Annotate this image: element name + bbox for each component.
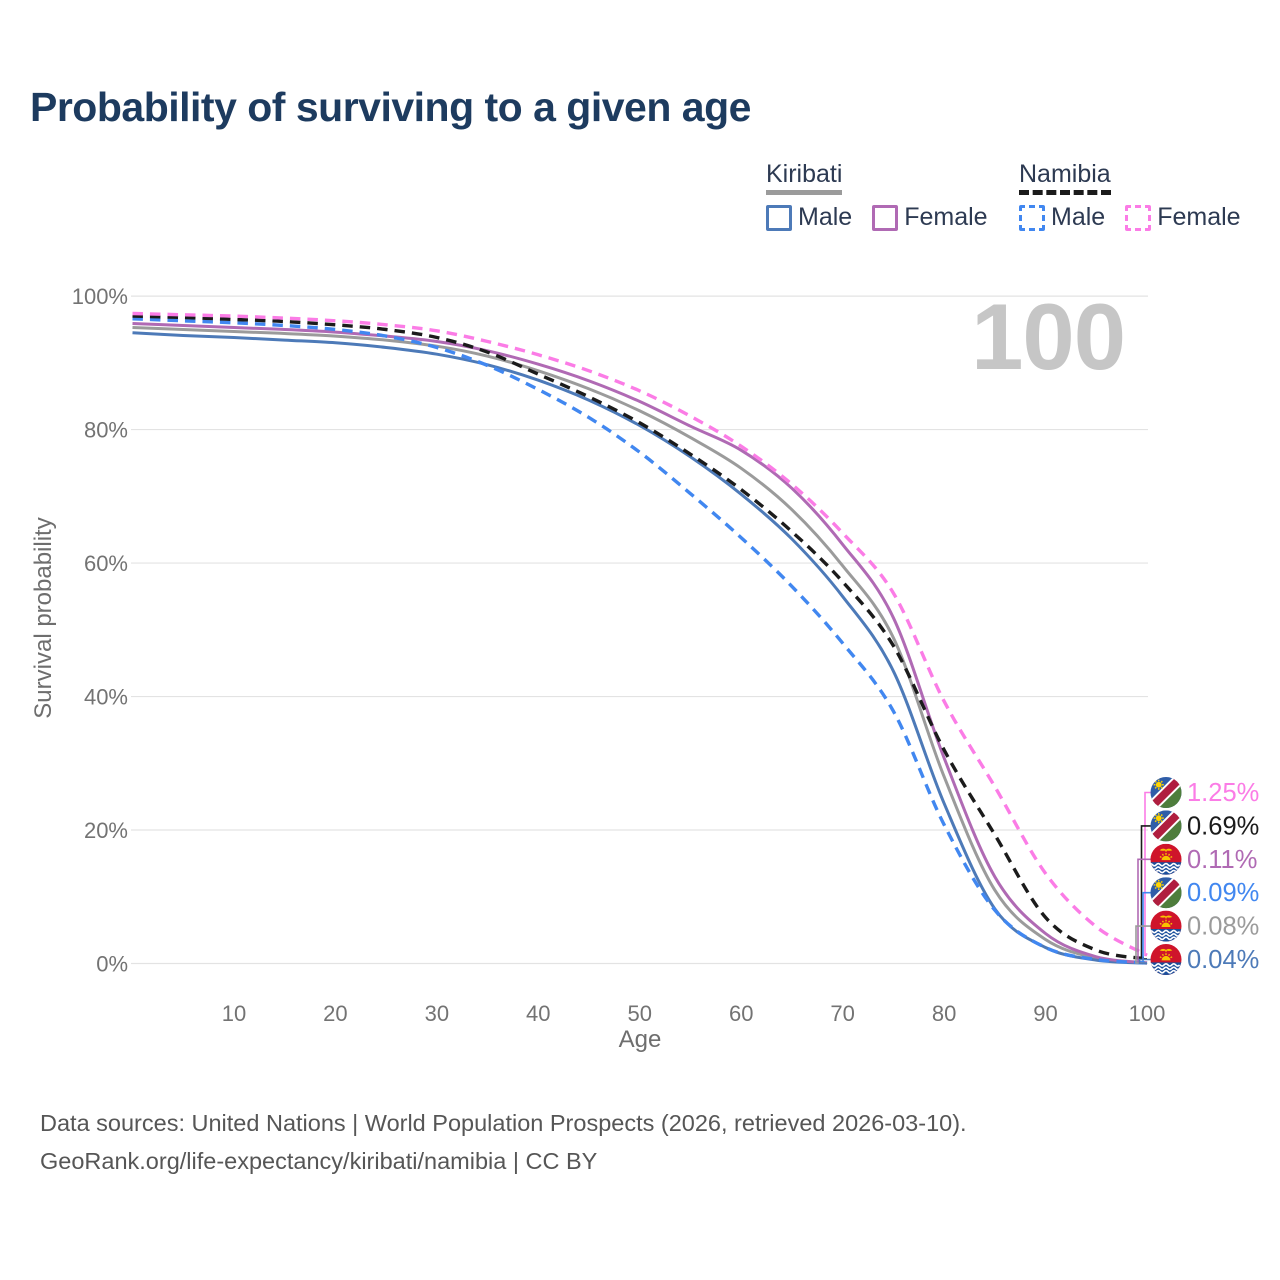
legend-item-namibia-female[interactable]: Female xyxy=(1125,203,1241,232)
x-tick-label: 10 xyxy=(222,1001,246,1026)
namibia-flag-icon xyxy=(1147,773,1186,812)
x-tick-label: 30 xyxy=(425,1001,449,1026)
kiribati-female-swatch-icon[interactable] xyxy=(872,204,899,231)
end-label-value: 0.04% xyxy=(1187,946,1259,974)
series-line-kiribati-male[interactable] xyxy=(132,331,1148,965)
series-line-namibia-all[interactable] xyxy=(132,314,1148,961)
y-tick-label: 80% xyxy=(84,418,128,443)
end-label-value: 0.08% xyxy=(1187,913,1259,941)
y-axis-title: Survival probability xyxy=(30,517,57,719)
y-tick-label: 20% xyxy=(84,818,128,843)
legend-group-namibia: Namibia Male Female xyxy=(1019,160,1241,232)
legend-item-kiribati-male[interactable]: Male xyxy=(766,203,852,232)
x-tick-label: 20 xyxy=(323,1001,347,1026)
y-tick-label: 40% xyxy=(84,685,128,710)
legend-item-kiribati-female[interactable]: Female xyxy=(872,203,988,232)
namibia-male-swatch-icon[interactable] xyxy=(1019,204,1045,231)
end-label-namibia-male[interactable]: 0.09% xyxy=(1142,873,1259,964)
legend-item-label: Male xyxy=(1051,203,1106,231)
y-tick-label: 60% xyxy=(84,551,128,576)
legend-item-label: Male xyxy=(798,203,853,231)
x-axis-title: Age xyxy=(618,1026,662,1053)
end-label-value: 0.11% xyxy=(1187,846,1257,874)
kiribati-line-style-sample xyxy=(766,190,843,195)
x-tick-label: 70 xyxy=(830,1001,854,1026)
x-tick-label: 60 xyxy=(729,1001,753,1026)
legend-header-namibia[interactable]: Namibia xyxy=(1019,160,1111,195)
y-tick-label: 0% xyxy=(96,952,128,977)
series-line-kiribati-female[interactable] xyxy=(132,322,1148,965)
legend-item-label: Female xyxy=(904,203,988,231)
x-tick-label: 90 xyxy=(1033,1001,1057,1026)
legend-item-label: Female xyxy=(1157,203,1241,231)
kiribati-flag-icon xyxy=(1149,911,1182,942)
namibia-line-style-sample xyxy=(1019,190,1111,195)
namibia-flag-icon xyxy=(1147,807,1186,846)
legend-group-name: Namibia xyxy=(1019,160,1111,188)
end-label-kiribati-all[interactable]: 0.08% xyxy=(1135,911,1259,964)
x-tick-label: 100 xyxy=(1129,1001,1166,1026)
namibia-flag-icon xyxy=(1147,873,1186,912)
end-label-value: 0.69% xyxy=(1187,812,1259,840)
end-label-kiribati-female[interactable]: 0.11% xyxy=(1137,844,1257,964)
data-sources-note: Data sources: United Nations | World Pop… xyxy=(40,1110,967,1136)
end-label-value: 1.25% xyxy=(1187,779,1259,807)
legend-group-name: Kiribati xyxy=(766,160,843,188)
source-url-note: GeoRank.org/life-expectancy/kiribati/nam… xyxy=(40,1148,598,1174)
kiribati-male-swatch-icon[interactable] xyxy=(766,204,792,231)
hovered-age-indicator: 100 xyxy=(971,284,1126,389)
x-tick-label: 80 xyxy=(932,1001,956,1026)
end-label-kiribati-male[interactable]: 0.04% xyxy=(1138,944,1260,975)
series-line-namibia-male[interactable] xyxy=(132,317,1148,965)
series-line-kiribati-all[interactable] xyxy=(132,326,1148,965)
end-label-namibia-female[interactable]: 1.25% xyxy=(1144,773,1259,956)
legend-group-kiribati: Kiribati Male Female xyxy=(766,160,988,232)
x-tick-label: 50 xyxy=(628,1001,652,1026)
end-label-connector xyxy=(1144,791,1151,956)
legend-header-kiribati[interactable]: Kiribati xyxy=(766,160,843,195)
legend-item-namibia-male[interactable]: Male xyxy=(1019,203,1105,232)
x-tick-label: 40 xyxy=(526,1001,550,1026)
namibia-female-swatch-icon[interactable] xyxy=(1125,204,1152,231)
kiribati-flag-icon xyxy=(1149,844,1182,875)
end-label-connector xyxy=(1138,958,1151,964)
page-title: Probability of surviving to a given age xyxy=(30,84,751,130)
y-tick-label: 100% xyxy=(72,284,128,309)
end-label-value: 0.09% xyxy=(1187,879,1259,907)
footer: Data sources: United Nations | World Pop… xyxy=(40,1104,967,1180)
series-line-namibia-female[interactable] xyxy=(132,311,1148,957)
kiribati-flag-icon xyxy=(1149,944,1182,975)
